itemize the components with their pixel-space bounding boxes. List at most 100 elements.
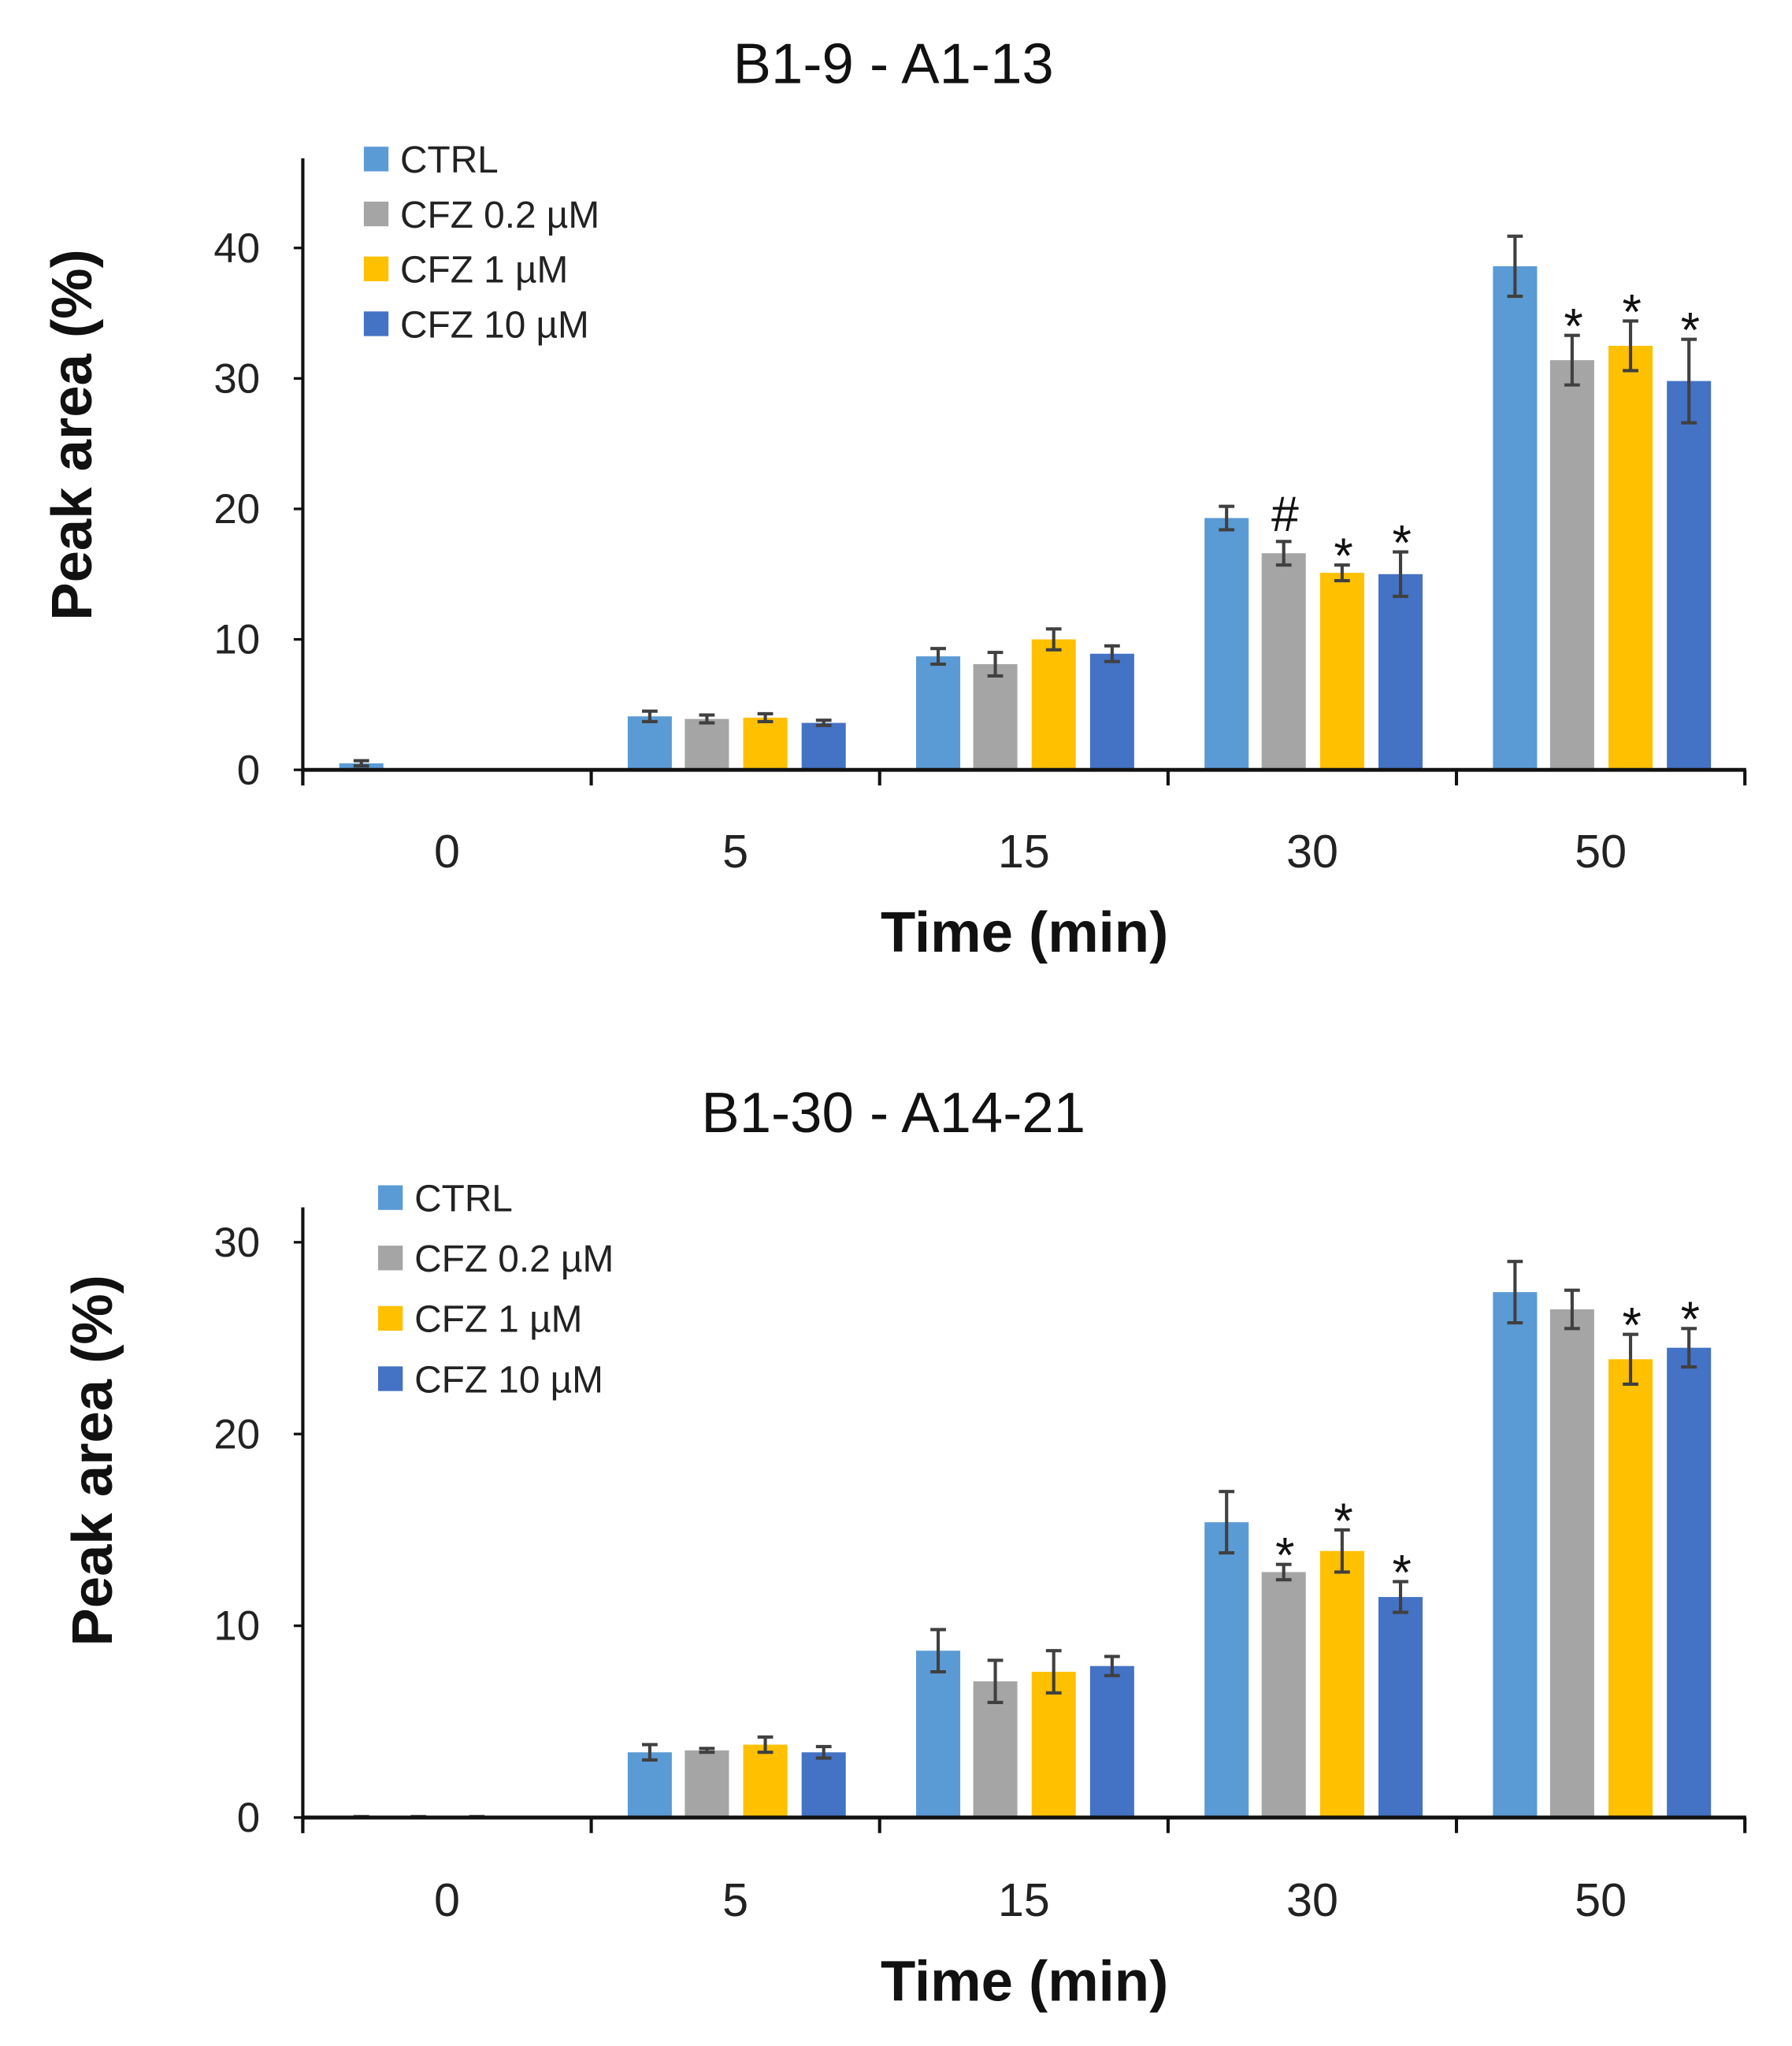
significance-mark: * [1334, 1494, 1352, 1549]
error-bar [1623, 319, 1638, 373]
significance-mark: * [1622, 1298, 1641, 1353]
legend-label: CFZ 0.2 µM [400, 195, 599, 236]
bar-cfz-1-m [1608, 345, 1653, 770]
bar-cfz-0-2-m [685, 1750, 729, 1818]
legend-swatch [363, 256, 389, 281]
bar-cfz-0-2-m [1261, 1572, 1306, 1818]
significance-mark: * [1564, 299, 1582, 355]
bar-cfz-1-m [1319, 573, 1364, 770]
error-bar [1393, 550, 1408, 598]
legend: CTRL CFZ 0.2 µM CFZ 1 µM CFZ 10 µM [363, 139, 599, 346]
x-tick-label: 0 [434, 825, 460, 878]
error-bar [1219, 504, 1235, 532]
error-bar [1507, 234, 1523, 299]
bar-cfz-1-m [1608, 1359, 1653, 1818]
y-axis-label: Peak area (%) [61, 1275, 124, 1647]
bar-cfz-0-2-m [973, 664, 1018, 770]
y-tick-label: 10 [213, 1603, 260, 1650]
bar-cfz-10-m [1667, 1347, 1712, 1818]
x-tick-label: 5 [722, 825, 748, 878]
error-bar [642, 1743, 658, 1762]
x-tick-label: 50 [1575, 1873, 1627, 1926]
error-bar [1681, 337, 1697, 425]
bar-ctrl [1204, 518, 1249, 770]
y-tick-label: 0 [237, 747, 260, 793]
x-tick-label: 30 [1286, 1873, 1338, 1926]
error-bar [930, 647, 946, 667]
bar-ctrl [1204, 1522, 1249, 1818]
error-bar [642, 709, 658, 723]
significance-mark: * [1392, 515, 1411, 570]
y-tick-label: 20 [213, 1411, 260, 1457]
bar-cfz-10-m [801, 1752, 846, 1818]
x-tick-label: 30 [1286, 825, 1338, 878]
bar-cfz-0-2-m [1261, 553, 1306, 770]
legend-swatch [378, 1305, 403, 1331]
bar-cfz-10-m [1378, 574, 1423, 770]
error-bar [1393, 1580, 1408, 1614]
bar-cfz-1-m [1031, 639, 1076, 770]
bar-cfz-10-m [801, 722, 846, 770]
x-tick-label: 15 [998, 825, 1050, 878]
significance-mark: * [1392, 1546, 1411, 1601]
legend-swatch [378, 1366, 403, 1391]
y-tick-label: 10 [213, 617, 260, 663]
legend: CTRL CFZ 0.2 µM CFZ 1 µM CFZ 10 µM [378, 1178, 614, 1401]
legend-swatch [363, 147, 389, 172]
error-bar [1681, 1327, 1697, 1369]
error-bar [1104, 644, 1120, 663]
x-axis-label: Time (min) [881, 900, 1168, 964]
error-bar [757, 711, 774, 723]
y-tick-label: 0 [237, 1795, 260, 1841]
y-tick-label: 30 [213, 1220, 260, 1266]
error-bar [757, 1735, 774, 1755]
x-tick-label: 50 [1575, 825, 1627, 878]
bar-ctrl [627, 1752, 672, 1818]
error-bar [1104, 1654, 1120, 1677]
error-bar [1275, 540, 1292, 567]
error-bar [699, 713, 715, 725]
bar-cfz-10-m [1089, 1665, 1134, 1818]
error-bar [353, 759, 369, 768]
legend-label: CTRL [414, 1178, 513, 1220]
error-bar [699, 1747, 715, 1755]
error-bar [987, 1658, 1004, 1705]
y-tick-label: 40 [213, 225, 260, 272]
error-bar [1564, 1288, 1580, 1331]
bar-cfz-0-2-m [1549, 360, 1594, 770]
error-bar [930, 1628, 946, 1674]
legend-label: CFZ 10 µM [400, 304, 589, 346]
bar-ctrl [916, 656, 961, 770]
significance-mark: * [1275, 1528, 1294, 1584]
bar-ctrl [916, 1651, 961, 1818]
error-bar [1564, 333, 1580, 387]
legend-swatch [363, 201, 389, 227]
bar-cfz-0-2-m [685, 719, 729, 770]
error-bar [1334, 563, 1350, 583]
y-axis-label: Peak area (%) [40, 249, 104, 621]
bar-cfz-1-m [743, 717, 788, 770]
error-bar [1045, 1649, 1062, 1695]
bar-ctrl [1493, 1292, 1538, 1818]
significance-mark: * [1681, 1292, 1700, 1347]
error-bar [987, 651, 1004, 678]
error-bar [1623, 1332, 1638, 1386]
legend-swatch [378, 1185, 403, 1210]
error-bar [1275, 1562, 1292, 1582]
error-bar [815, 719, 832, 727]
chart-1: B1-9 - A1-13 Peak area (%) Time (min) 0 10 20… [40, 32, 1747, 964]
x-axis-label: Time (min) [881, 1949, 1168, 2013]
bar-cfz-1-m [743, 1744, 788, 1818]
legend-label: CFZ 0.2 µM [414, 1238, 614, 1280]
error-bar [1219, 1490, 1235, 1555]
significance-mark: * [1334, 529, 1352, 584]
legend-label: CFZ 10 µM [414, 1359, 603, 1401]
bar-cfz-10-m [1378, 1597, 1423, 1818]
bar-cfz-10-m [1089, 653, 1134, 770]
bar-cfz-1-m [1319, 1550, 1364, 1818]
significance-mark: * [1681, 303, 1700, 358]
legend-label: CFZ 1 µM [414, 1299, 582, 1341]
chart-title: B1-9 - A1-13 [733, 32, 1054, 95]
error-bar [1507, 1260, 1523, 1325]
